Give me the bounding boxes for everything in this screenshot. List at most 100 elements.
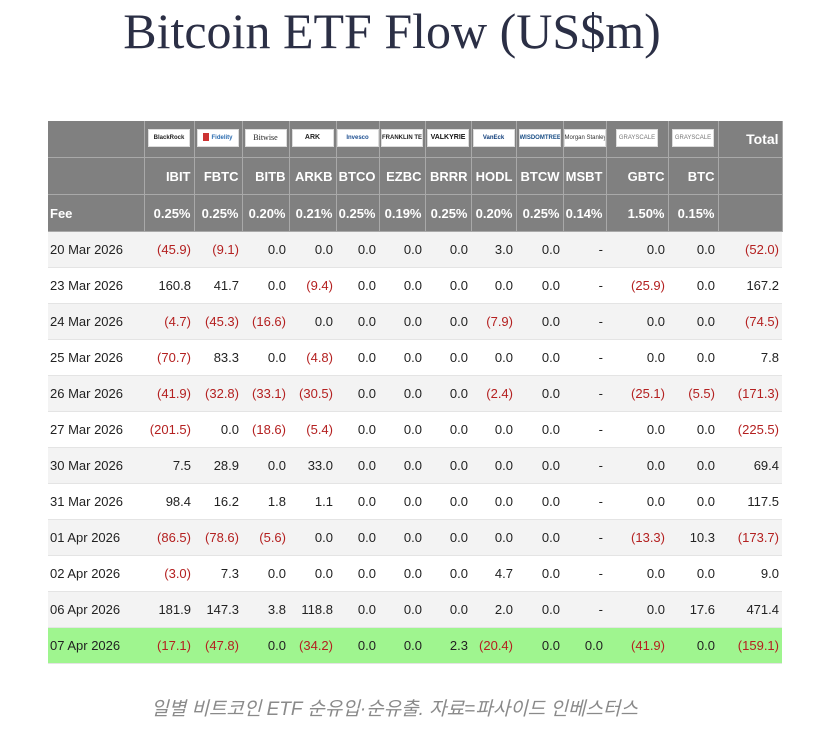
flow-cell: (5.4) [289,411,336,448]
date-cell: 06 Apr 2026 [48,591,144,628]
flow-cell: 0.0 [336,267,379,304]
flow-cell: (86.5) [144,519,194,556]
flow-cell: (25.1) [606,375,668,412]
flow-cell: (25.9) [606,267,668,304]
fee-cell: 0.25% [516,194,564,232]
flow-cell: 0.0 [289,555,336,592]
flow-cell: 0.0 [668,627,718,664]
flow-cell: 0.0 [516,447,563,484]
total-cell: 117.5 [718,483,782,520]
table-row: 31 Mar 2026 98.4 16.2 1.8 1.1 0.0 0.0 0.0 0.0 0.0… [48,483,782,520]
flow-cell: 0.0 [668,483,718,520]
ark-logo-icon: ARK [291,128,334,147]
flow-cell: (7.9) [471,303,516,340]
flow-cell: 0.0 [516,303,563,340]
flow-cell: 0.0 [194,411,242,448]
flow-cell: (20.4) [471,627,516,664]
flow-cell: 10.3 [668,519,718,556]
flow-cell: 0.0 [516,519,563,556]
wisdomtree-logo-icon: WISDOMTREE [518,128,561,147]
table-row: 06 Apr 2026 181.9 147.3 3.8 118.8 0.0 0.0 0.0 2.… [48,591,782,628]
flow-cell: 0.0 [606,231,668,268]
flow-cell: (16.6) [242,303,289,340]
flow-cell: 1.8 [242,483,289,520]
flow-cell: 0.0 [516,375,563,412]
flow-cell: 0.0 [471,339,516,376]
flow-cell: 0.0 [471,447,516,484]
fee-label: Fee [48,194,145,232]
flow-cell: 33.0 [289,447,336,484]
ticker-header: BTCO [336,157,380,195]
fee-cell: 0.25% [144,194,195,232]
table-row: 01 Apr 2026 (86.5) (78.6) (5.6) 0.0 0.0 0.0 0.0… [48,519,782,556]
flow-cell: 160.8 [144,267,194,304]
header-corner [48,121,145,158]
total-cell: 167.2 [718,267,782,304]
flow-cell: 0.0 [379,447,425,484]
fee-cell: 0.25% [336,194,380,232]
flow-cell: 28.9 [194,447,242,484]
ticker-header: ARKB [289,157,337,195]
issuer-logo-cell: BlackRock [144,121,195,158]
flow-cell: (47.8) [194,627,242,664]
flow-cell: 0.0 [336,339,379,376]
flow-cell: 147.3 [194,591,242,628]
ticker-header: MSBT [563,157,607,195]
flow-cell: (45.3) [194,303,242,340]
flow-cell: (5.5) [668,375,718,412]
date-cell: 31 Mar 2026 [48,483,144,520]
valkyrie-logo-icon: VALKYRIE [427,128,469,147]
flow-cell: 0.0 [668,411,718,448]
flow-cell: (78.6) [194,519,242,556]
issuer-logo-cell: ARK [289,121,337,158]
flow-cell: - [563,447,606,484]
date-cell: 20 Mar 2026 [48,231,144,268]
flow-cell: 0.0 [471,411,516,448]
flow-cell: (41.9) [606,627,668,664]
flow-cell: (3.0) [144,555,194,592]
flow-cell: 7.3 [194,555,242,592]
page-title: Bitcoin ETF Flow (US$m) [123,3,661,59]
flow-cell: 0.0 [336,411,379,448]
total-cell: (173.7) [718,519,782,556]
flow-cell: 0.0 [379,303,425,340]
flow-cell: (33.1) [242,375,289,412]
fee-cell: 0.19% [379,194,426,232]
date-cell: 30 Mar 2026 [48,447,144,484]
flow-cell: 83.3 [194,339,242,376]
flow-cell: - [563,231,606,268]
flow-cell: (201.5) [144,411,194,448]
date-cell: 23 Mar 2026 [48,267,144,304]
date-cell: 26 Mar 2026 [48,375,144,412]
fidelity-logo-icon: Fidelity [197,128,239,147]
flow-cell: 0.0 [425,411,471,448]
flow-cell: 0.0 [606,339,668,376]
flow-cell: 0.0 [606,447,668,484]
grayscale-logo-icon: GRAYSCALE [672,128,714,147]
flow-cell: 3.0 [471,231,516,268]
flow-cell: 0.0 [242,555,289,592]
flow-cell: (4.8) [289,339,336,376]
source-caption: 일별 비트코인 ETF 순유입·순유출. 자료=파사이드 인베스터스 [151,699,638,720]
flow-cell: - [563,267,606,304]
flow-cell: 0.0 [289,519,336,556]
table-row: 23 Mar 2026 160.8 41.7 0.0 (9.4) 0.0 0.0 0.0 0.0… [48,267,782,304]
ticker-row-label [48,157,145,195]
flow-cell: 3.8 [242,591,289,628]
flow-cell: 7.5 [144,447,194,484]
morgan-stanley-logo-icon: Morgan Stanley [563,128,605,147]
flow-cell: (70.7) [144,339,194,376]
flow-cell: 0.0 [471,267,516,304]
flow-cell: 0.0 [516,555,563,592]
flow-cell: 0.0 [668,447,718,484]
flow-cell: 0.0 [336,483,379,520]
flow-cell: 0.0 [425,375,471,412]
flow-cell: 1.1 [289,483,336,520]
date-cell: 27 Mar 2026 [48,411,144,448]
date-cell: 02 Apr 2026 [48,555,144,592]
grayscale-logo-icon: GRAYSCALE [616,128,658,147]
flow-cell: (4.7) [144,303,194,340]
flow-cell: 0.0 [289,231,336,268]
flow-cell: 0.0 [379,339,425,376]
issuer-logo-cell: Invesco [336,121,380,158]
